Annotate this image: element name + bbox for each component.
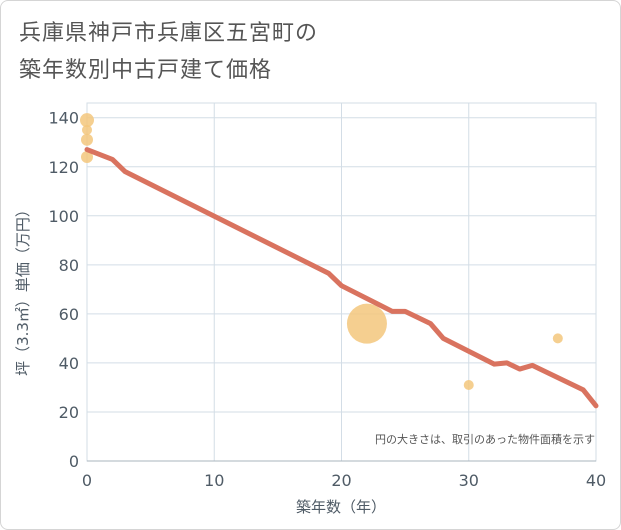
y-tick-label: 0 [69,452,79,471]
trend-line [84,147,599,409]
data-point-bubble [80,113,94,128]
y-axis-label: 坪（3.3㎡）単価（万円） [14,202,32,376]
y-tick-label: 60 [59,305,79,324]
data-point-bubble [82,124,92,135]
x-tick-label: 0 [82,471,92,490]
data-point-bubble [552,333,563,344]
chart-title-line2: 築年数別中古戸建て価格 [19,58,273,83]
data-point-bubble [81,133,93,146]
ticks: 0 20 40 60 80 100 120 140 0 10 20 30 40 [48,109,606,490]
x-tick-label: 10 [204,471,224,490]
x-tick-label: 30 [459,471,479,490]
x-tick-label: 20 [331,471,351,490]
bubble-size-note: 円の大きさは、取引のあった物件面積を示す [375,432,595,446]
y-tick-label: 40 [59,354,79,373]
chart-title-line1: 兵庫県神戸市兵庫区五宮町の [19,21,319,46]
x-tick-label: 40 [586,471,606,490]
chart-title: 兵庫県神戸市兵庫区五宮町の 築年数別中古戸建て価格 [19,15,318,89]
y-tick-label: 20 [59,403,79,422]
trend-line-layer [84,147,599,409]
y-tick-label: 100 [48,207,79,226]
bubbles [80,113,563,390]
grid [86,102,597,462]
y-tick-label: 80 [59,256,79,275]
data-point-bubble [81,150,93,163]
x-axis-label: 築年数（年） [296,498,386,516]
data-point-bubble [346,303,387,344]
y-tick-label: 120 [48,158,79,177]
y-tick-label: 140 [48,109,79,128]
data-point-bubble [463,379,474,390]
